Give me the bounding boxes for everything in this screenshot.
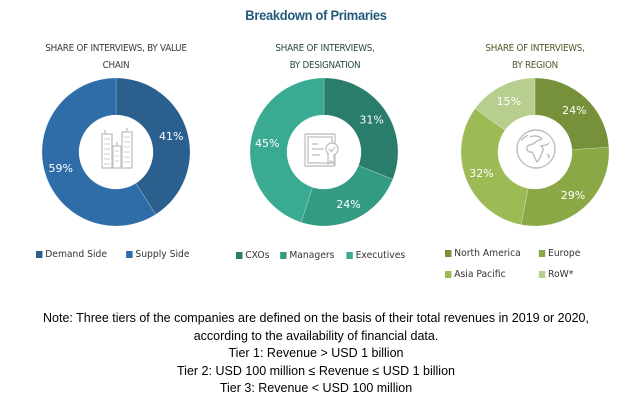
legend-label: Managers (289, 250, 335, 261)
subtitle-line: BY REGION (512, 60, 558, 71)
slice-label-asia-pacific: 32% (469, 167, 493, 180)
region-donut (460, 77, 610, 227)
slice-label-demand-side: 41% (159, 130, 183, 143)
subtitle-line: SHARE OF INTERVIEWS, BY VALUE (45, 43, 187, 54)
slice-label-cxos: 31% (359, 114, 383, 127)
legend-item-europe[interactable]: Europe (538, 248, 581, 259)
legend-item-executives[interactable]: Executives (346, 250, 405, 261)
value-chain-donut (41, 77, 191, 227)
legend-swatch (36, 251, 43, 258)
legend-item-demand-side[interactable]: Demand Side (36, 249, 107, 260)
legend-swatch (346, 252, 353, 259)
legend-item-row[interactable]: RoW* (538, 269, 574, 280)
legend-swatch (445, 250, 452, 257)
footnote: Note: Three tiers of the companies are d… (0, 310, 632, 398)
region-subtitle: SHARE OF INTERVIEWS, BY REGION (447, 40, 623, 74)
legend-item-supply-side[interactable]: Supply Side (126, 249, 190, 260)
slice-label-europe: 29% (561, 189, 585, 202)
legend-swatch (445, 271, 452, 278)
slice-cxos[interactable] (323, 77, 399, 180)
legend-swatch (126, 251, 133, 258)
region-legend: North America Europe Asia Pacific RoW* (445, 248, 620, 284)
note-line: according to the availability of financi… (193, 328, 439, 343)
subtitle-line: CHAIN (102, 60, 130, 71)
tier-2-line: Tier 2: USD 100 million ≤ Revenue ≤ USD … (177, 363, 455, 378)
legend-label: Supply Side (135, 249, 190, 260)
value-chain-subtitle: SHARE OF INTERVIEWS, BY VALUE CHAIN (28, 40, 204, 74)
donut-hole (79, 115, 153, 189)
legend-label: RoW* (548, 269, 574, 280)
donut-hole (498, 115, 572, 189)
value-chain-legend: Demand Side Supply Side (36, 249, 220, 263)
legend-label: North America (454, 248, 521, 259)
legend-label: Asia Pacific (454, 269, 506, 280)
buildings-icon (101, 128, 133, 169)
note-line: Note: Three tiers of the companies are d… (43, 311, 589, 325)
tier-3-line: Tier 3: Revenue < USD 100 million (219, 381, 413, 396)
slice-label-row: 15% (497, 95, 521, 108)
legend-item-north-america[interactable]: North America (445, 248, 521, 259)
certificate-icon (304, 133, 339, 167)
slice-labels: 41% 59% 31% 24% 45% 24% 29% 32% 15% (49, 95, 587, 211)
subtitle-line: SHARE OF INTERVIEWS, (485, 43, 585, 54)
chart-title: Breakdown of Primaries (245, 7, 387, 23)
legend-item-asia-pacific[interactable]: Asia Pacific (445, 269, 506, 280)
donut-charts: 41% 59% 31% 24% 45% 24% 29% 32% 15% (41, 77, 610, 227)
legend-swatch (538, 250, 546, 257)
legend-swatch (236, 252, 243, 259)
legend-label: Europe (548, 248, 581, 259)
designation-legend: CXOs Managers Executives (236, 250, 420, 264)
donut-hole (287, 115, 361, 189)
legend-item-cxos[interactable]: CXOs (236, 250, 269, 261)
legend-swatch (280, 252, 287, 259)
slice-label-managers: 24% (336, 198, 360, 211)
slice-label-north-america: 24% (562, 104, 586, 117)
designation-subtitle: SHARE OF INTERVIEWS, BY DESIGNATION (237, 40, 413, 74)
slice-label-supply-side: 59% (49, 162, 73, 175)
subtitle-line: BY DESIGNATION (289, 60, 361, 71)
globe-icon (516, 129, 556, 169)
legend-swatch (538, 271, 546, 278)
tier-1-line: Tier 1: Revenue > USD 1 billion (228, 346, 404, 361)
legend-item-managers[interactable]: Managers (280, 250, 334, 261)
legend-label: CXOs (245, 250, 270, 261)
slice-label-executives: 45% (255, 137, 279, 150)
designation-donut (249, 77, 399, 227)
legend-label: Executives (355, 250, 406, 261)
legend-label: Demand Side (45, 249, 108, 260)
slice-asia-pacific[interactable] (460, 108, 529, 226)
subtitle-line: SHARE OF INTERVIEWS, (275, 43, 375, 54)
